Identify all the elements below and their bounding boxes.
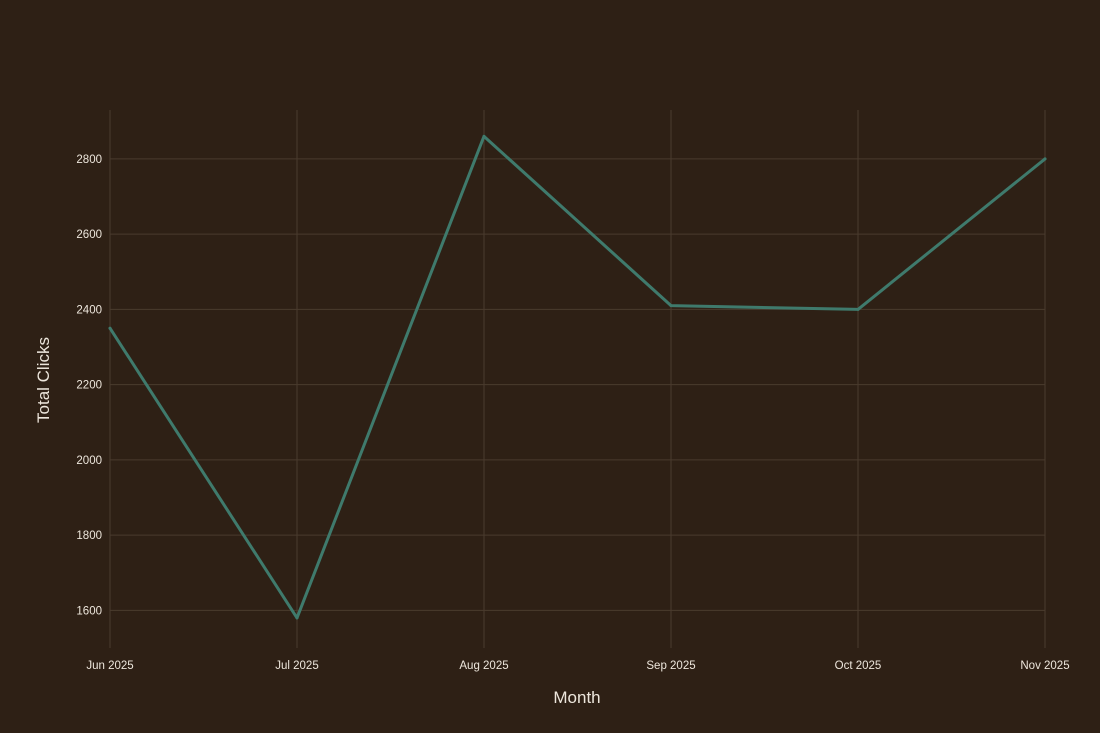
data-point xyxy=(482,134,486,138)
data-point xyxy=(295,616,299,620)
x-axis-title: Month xyxy=(553,688,600,707)
x-tick-label: Sep 2025 xyxy=(646,660,695,672)
y-gridlines xyxy=(110,158,1045,611)
data-point xyxy=(108,326,112,330)
series-group xyxy=(108,134,1047,620)
data-point xyxy=(856,307,860,311)
y-tick-label: 2400 xyxy=(76,304,102,316)
data-point xyxy=(669,304,673,308)
y-tick-label: 1600 xyxy=(76,605,102,617)
y-tick-label: 2800 xyxy=(76,154,102,166)
x-tick-labels: Jun 2025 Jul 2025 Aug 2025 Sep 2025 Oct 2025… xyxy=(86,660,1069,672)
y-tick-label: 1800 xyxy=(76,530,102,542)
y-axis-title: Total Clicks xyxy=(34,337,53,423)
x-tick-label: Nov 2025 xyxy=(1020,660,1069,672)
y-tick-label: 2200 xyxy=(76,380,102,392)
series-line xyxy=(108,134,1047,620)
y-tick-label: 2600 xyxy=(76,229,102,241)
x-tick-label: Oct 2025 xyxy=(835,660,882,672)
x-tick-label: Jun 2025 xyxy=(86,660,133,672)
data-point xyxy=(1043,157,1047,161)
x-gridlines xyxy=(109,110,1046,648)
x-tick-label: Aug 2025 xyxy=(459,660,508,672)
x-tick-label: Jul 2025 xyxy=(275,660,318,672)
y-tick-labels: 1600 1800 2000 2200 2400 2600 2800 xyxy=(76,154,102,617)
y-tick-label: 2000 xyxy=(76,455,102,467)
